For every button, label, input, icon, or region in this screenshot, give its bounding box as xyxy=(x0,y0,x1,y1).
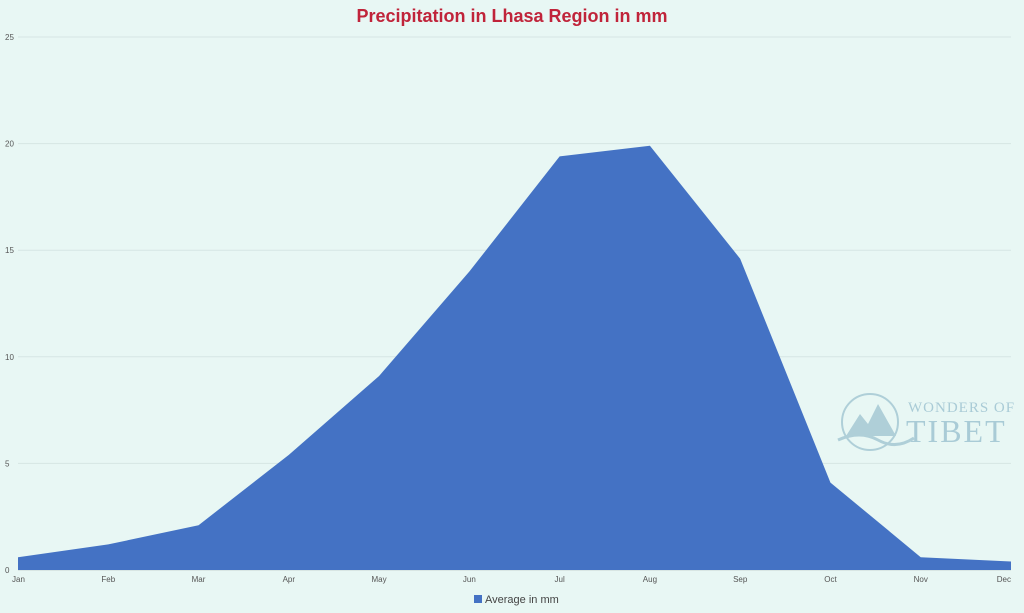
chart-title: Precipitation in Lhasa Region in mm xyxy=(356,6,667,26)
watermark-line2: TIBET xyxy=(906,413,1007,449)
x-tick-label: Jan xyxy=(12,575,25,584)
mountain-trekker-icon xyxy=(837,393,915,451)
x-tick-label: Oct xyxy=(824,575,837,584)
y-tick-label: 0 xyxy=(5,566,10,575)
watermark: WONDERS OF TIBET xyxy=(837,393,1015,451)
x-tick-label: Aug xyxy=(643,575,657,584)
legend: Average in mm xyxy=(474,594,559,606)
x-tick-label: May xyxy=(372,575,387,584)
series-area-average xyxy=(18,145,1011,570)
x-tick-label: Apr xyxy=(283,575,296,584)
y-tick-label: 5 xyxy=(5,459,10,468)
y-tick-label: 25 xyxy=(5,33,14,42)
x-tick-label: Jun xyxy=(463,575,476,584)
y-tick-label: 15 xyxy=(5,246,14,255)
x-tick-label: Sep xyxy=(733,575,748,584)
x-axis-ticks: Jan Feb Mar Apr May Jun Jul Aug Sep Oct Nov Dec xyxy=(12,575,1011,584)
series-area xyxy=(18,145,1011,570)
y-axis-ticks: 0 5 10 15 20 25 xyxy=(5,33,14,575)
y-tick-label: 20 xyxy=(5,140,14,149)
x-tick-label: Mar xyxy=(192,575,206,584)
y-tick-label: 10 xyxy=(5,353,14,362)
x-tick-label: Nov xyxy=(914,575,928,584)
x-tick-label: Dec xyxy=(997,575,1011,584)
watermark-line1: WONDERS OF xyxy=(908,400,1015,416)
legend-label: Average in mm xyxy=(485,594,559,606)
legend-swatch xyxy=(474,595,482,603)
x-tick-label: Jul xyxy=(555,575,565,584)
x-tick-label: Feb xyxy=(101,575,115,584)
